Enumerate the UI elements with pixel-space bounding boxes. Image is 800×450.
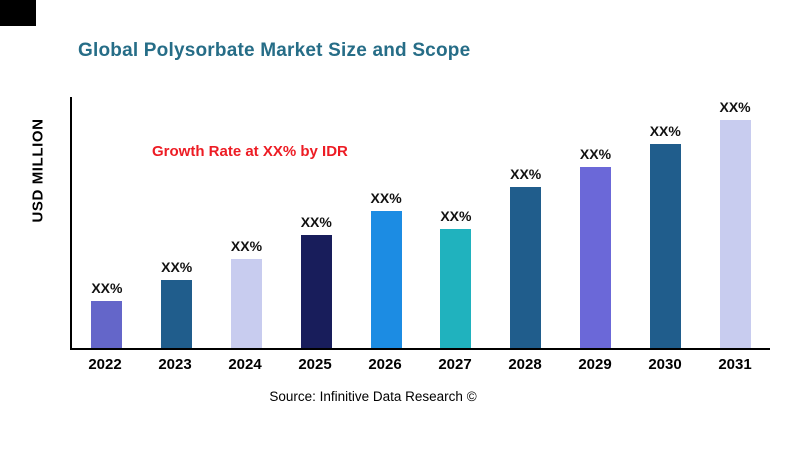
bar-slot-2023: XX%: [142, 97, 212, 348]
bar-slot-2022: XX%: [72, 97, 142, 348]
bar-2031: [719, 119, 751, 348]
bar-value-label-2027: XX%: [440, 207, 472, 224]
bar-slot-2029: XX%: [561, 97, 631, 348]
x-tick-2029: 2029: [578, 356, 612, 373]
corner-mark: [0, 0, 36, 26]
x-tick-2027: 2027: [438, 356, 472, 373]
x-tick-2024: 2024: [228, 356, 262, 373]
x-tick-2025: 2025: [298, 356, 332, 373]
bar-slot-2027: XX%: [421, 97, 491, 348]
x-tick-2028: 2028: [508, 356, 542, 373]
x-axis-tick-labels: 2022 2023 2024 2025 2026 2027 2028 2029 2030 2031: [70, 356, 770, 373]
bar-slot-2030: XX%: [630, 97, 700, 348]
bar-slot-2028: XX%: [491, 97, 561, 348]
x-tick-2031: 2031: [718, 356, 752, 373]
plot-area: Growth Rate at XX% by IDR XX% XX% XX% XX% XX…: [70, 97, 770, 350]
x-tick-2026: 2026: [368, 356, 402, 373]
bar-value-label-2028: XX%: [510, 166, 542, 183]
bar-value-label-2025: XX%: [300, 213, 332, 230]
chart-title: Global Polysorbate Market Size and Scope: [78, 40, 471, 61]
bar-2024: [230, 258, 262, 348]
bar-value-label-2026: XX%: [370, 190, 402, 207]
bar-2027: [440, 228, 472, 348]
x-tick-2030: 2030: [648, 356, 682, 373]
bar-slot-2026: XX%: [351, 97, 421, 348]
bar-value-label-2029: XX%: [579, 146, 612, 163]
bar-2029: [579, 167, 611, 348]
bar-2028: [510, 187, 542, 348]
bar-value-label-2024: XX%: [230, 237, 263, 254]
source-text: Source: Infinitive Data Research ©: [269, 389, 477, 404]
bar-slot-2025: XX%: [281, 97, 351, 348]
bar-value-label-2023: XX%: [161, 258, 193, 275]
x-tick-2022: 2022: [88, 356, 122, 373]
growth-rate-annotation: Growth Rate at XX% by IDR: [152, 143, 348, 160]
bar-2025: [300, 234, 332, 348]
bar-2026: [370, 211, 402, 348]
bar-slot-2031: XX%: [700, 97, 770, 348]
bar-2022: [91, 301, 123, 348]
bar-2030: [649, 143, 681, 348]
x-tick-2023: 2023: [158, 356, 192, 373]
bar-slot-2024: XX%: [212, 97, 282, 348]
bar-value-label-2031: XX%: [719, 98, 751, 115]
bar-2023: [161, 279, 193, 348]
bar-value-label-2022: XX%: [91, 280, 123, 297]
bar-value-label-2030: XX%: [649, 122, 681, 139]
y-axis-label: USD MILLION: [29, 118, 47, 223]
